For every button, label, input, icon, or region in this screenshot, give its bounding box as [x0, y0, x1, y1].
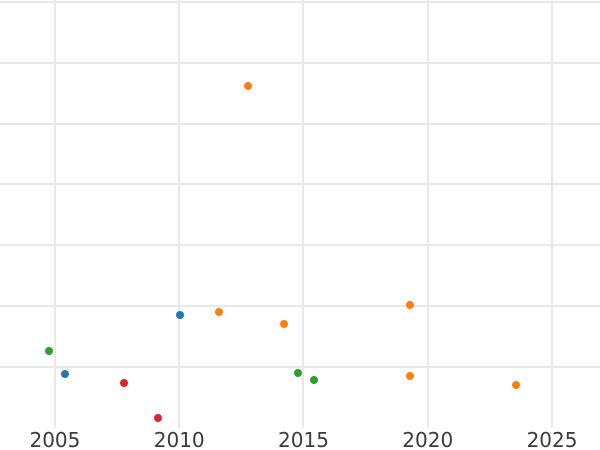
scatter-point-orange	[406, 372, 415, 381]
plot-area	[0, 0, 600, 428]
x-tick-label: 2005	[29, 428, 81, 450]
scatter-point-orange	[405, 301, 414, 310]
x-axis: 2005 2010 2015 2020 2025	[0, 428, 600, 450]
vertical-gridline	[302, 0, 305, 428]
scatter-point-blue	[176, 311, 185, 320]
horizontal-gridline	[0, 305, 600, 308]
scatter-point-blue	[60, 369, 69, 378]
horizontal-gridline	[0, 122, 600, 125]
horizontal-gridline	[0, 61, 600, 64]
x-tick-label: 2025	[526, 428, 578, 450]
scatter-point-orange	[280, 319, 289, 328]
scatter-point-green	[309, 375, 318, 384]
horizontal-gridline	[0, 244, 600, 247]
vertical-gridline	[551, 0, 554, 428]
scatter-point-orange	[244, 81, 253, 90]
scatter-point-orange	[215, 307, 224, 316]
scatter-point-red	[119, 378, 128, 387]
horizontal-gridline	[0, 366, 600, 369]
x-tick-label: 2020	[402, 428, 454, 450]
vertical-gridline	[178, 0, 181, 428]
vertical-gridline	[426, 0, 429, 428]
vertical-gridline	[53, 0, 56, 428]
scatter-point-green	[294, 369, 303, 378]
horizontal-gridline	[0, 0, 600, 3]
scatter-point-red	[153, 414, 162, 423]
horizontal-gridline	[0, 183, 600, 186]
scatter-point-orange	[511, 380, 520, 389]
x-tick-label: 2010	[153, 428, 205, 450]
x-tick-label: 2015	[278, 428, 329, 450]
scatter-point-green	[44, 347, 53, 356]
